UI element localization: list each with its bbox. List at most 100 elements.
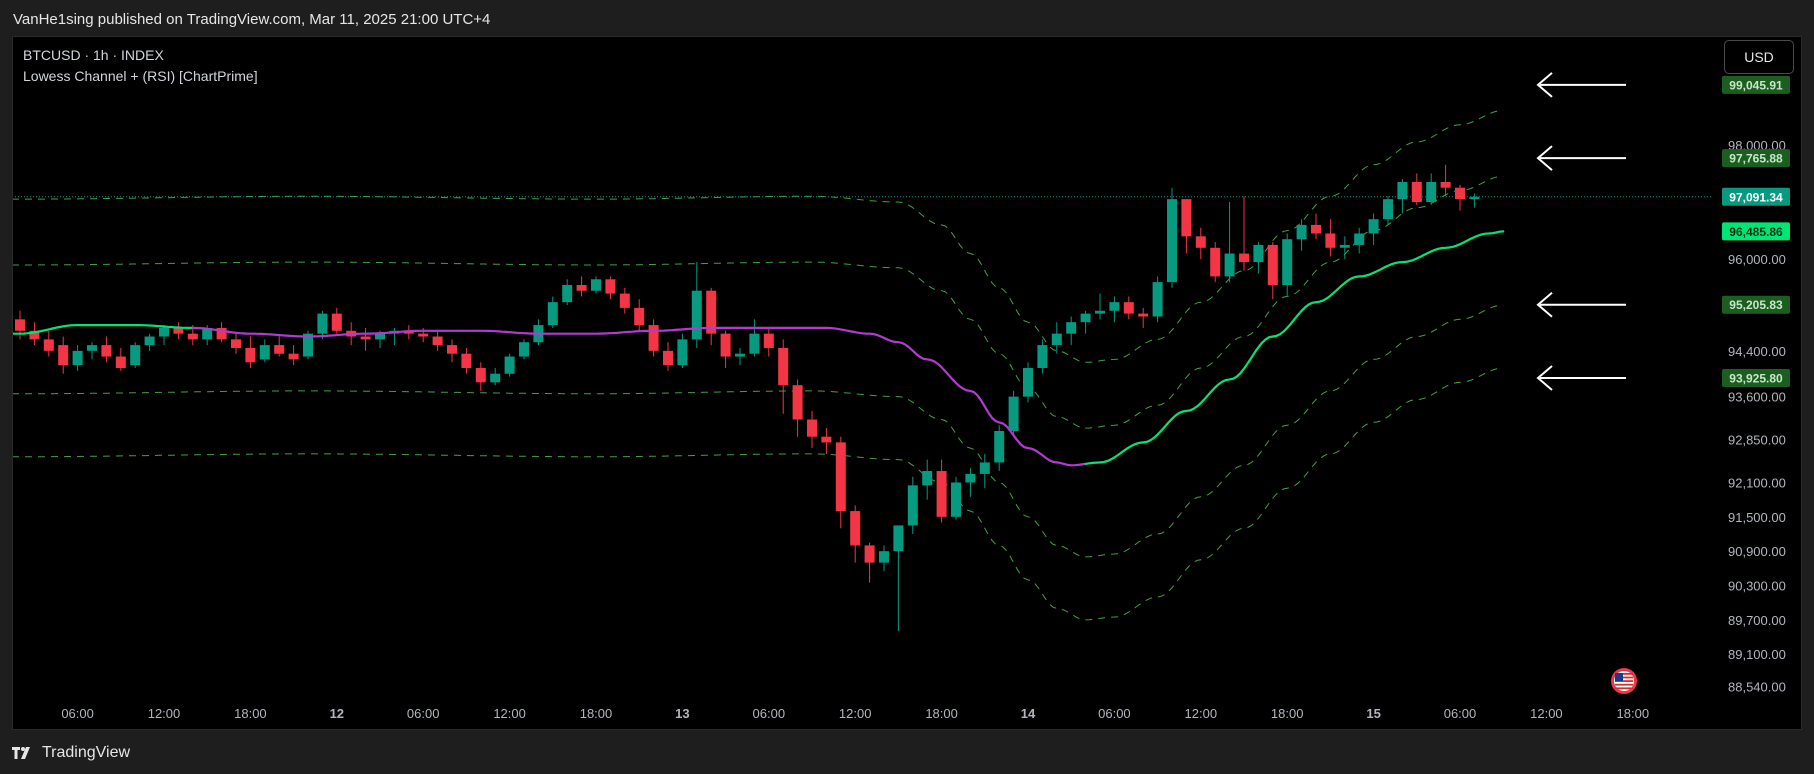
indicator-title[interactable]: Lowess Channel + (RSI) [ChartPrime]: [23, 68, 258, 84]
candle-body: [893, 525, 904, 552]
price-axis-label: 89,700.00: [1728, 613, 1786, 628]
candle-body: [749, 333, 760, 354]
candle-body: [864, 545, 875, 563]
candle-body: [331, 313, 342, 331]
candle-body: [951, 482, 961, 517]
price-axis-label: 88,540.00: [1728, 679, 1786, 694]
publisher-credit: VanHe1sing published on TradingView.com,…: [13, 11, 491, 28]
candle-body: [1152, 282, 1163, 317]
candle-body: [1311, 224, 1321, 234]
time-axis-label: 06:00: [1444, 706, 1477, 721]
candle-body: [720, 333, 731, 357]
candle-body: [691, 290, 702, 340]
candle-body: [490, 373, 501, 383]
candle-body: [922, 471, 933, 486]
time-axis-label: 06:00: [1098, 706, 1131, 721]
footer: TradingView: [0, 730, 1814, 774]
candle-body: [317, 313, 328, 334]
arrow-head: [1536, 145, 1553, 171]
candle-body: [1066, 322, 1077, 334]
candle-body: [1397, 181, 1408, 200]
candle-body: [778, 347, 789, 386]
lowess-band-line-2: [13, 175, 1504, 429]
candle-body: [1080, 313, 1091, 323]
candle-body: [994, 430, 1005, 463]
price-axis-label: 94,400.00: [1728, 344, 1786, 359]
price-badge: 97,765.88: [1722, 149, 1790, 168]
arrow-left-icon: [1536, 145, 1626, 171]
time-axis-label: 12: [330, 706, 344, 721]
time-axis-label: 14: [1021, 706, 1036, 721]
candle-body: [1181, 199, 1192, 237]
flag-stripe: [1615, 680, 1633, 682]
price-badge: 97,091.34: [1722, 187, 1790, 206]
candle-body: [144, 336, 155, 346]
candle-body: [1296, 224, 1307, 240]
time-axis-label: 06:00: [407, 706, 440, 721]
candle-body: [187, 333, 198, 340]
time-axis-label: 12:00: [148, 706, 181, 721]
price-axis-label: 90,900.00: [1728, 544, 1786, 559]
tradingview-logo-icon: [12, 747, 30, 759]
candle-body: [432, 336, 443, 346]
candle-body: [1253, 244, 1264, 263]
time-axis-label: 18:00: [925, 706, 958, 721]
candle-body: [576, 285, 587, 291]
lowess-line-up: [1084, 230, 1505, 465]
price-badge-bg: [1722, 295, 1790, 314]
chart-legend: BTCUSD · 1h · INDEX Lowess Channel + (RS…: [23, 45, 258, 87]
candle-body: [360, 336, 371, 340]
price-badge: 96,485.86: [1722, 222, 1790, 241]
chart-pane[interactable]: [12, 36, 1802, 730]
candle-body: [1008, 396, 1019, 431]
lowess-band-line-4: [13, 367, 1504, 621]
flag-canton: [1615, 673, 1623, 681]
candle-body: [259, 345, 270, 360]
candle-body: [173, 327, 184, 334]
tradingview-brand: TradingView: [42, 744, 131, 761]
tradingview-logo[interactable]: TradingView: [12, 744, 130, 762]
candle-body: [1354, 233, 1365, 245]
candle-body: [519, 342, 529, 357]
candle-body: [619, 293, 630, 308]
candle-body: [15, 319, 25, 331]
candle-body: [792, 385, 803, 420]
candle-body: [115, 356, 126, 368]
time-axis-label: 12:00: [1185, 706, 1218, 721]
candle-body: [130, 345, 141, 366]
arrow-left-icon: [1536, 291, 1626, 318]
candle-body: [72, 350, 83, 366]
arrow-head: [1536, 365, 1553, 391]
price-badge: 95,205.83: [1722, 295, 1790, 314]
arrow-head: [1536, 72, 1553, 98]
time-axis-label: 06:00: [753, 706, 786, 721]
candle-body: [907, 485, 918, 526]
price-axis-label: 89,100.00: [1728, 647, 1786, 662]
time-axis-label: 18:00: [1271, 706, 1304, 721]
candle-body: [288, 353, 299, 360]
symbol-info[interactable]: BTCUSD · 1h · INDEX: [23, 47, 164, 63]
arrow-left-icon: [1536, 365, 1626, 391]
candle-body: [1368, 219, 1379, 234]
price-badge-label: 97,765.88: [1729, 152, 1783, 166]
time-axis-label: 12:00: [839, 706, 872, 721]
price-badge: 99,045.91: [1722, 75, 1790, 94]
candle-body: [879, 551, 889, 563]
candle-body: [1224, 253, 1235, 277]
currency-button[interactable]: USD: [1724, 40, 1794, 74]
time-axis-label: 18:00: [234, 706, 267, 721]
candle-body: [1037, 345, 1048, 368]
price-badge-label: 93,925.80: [1729, 371, 1783, 385]
price-axis-label: 92,850.00: [1728, 433, 1786, 448]
candle-body: [835, 442, 846, 512]
candle-body: [605, 279, 616, 294]
price-axis-label: 92,100.00: [1728, 475, 1786, 490]
candle-body: [735, 353, 745, 357]
arrow-head: [1536, 291, 1553, 318]
candle-body: [850, 511, 861, 546]
candle-body: [1267, 244, 1278, 285]
candle-body: [706, 290, 717, 334]
candle-body: [245, 347, 256, 363]
price-badge-bg: [1722, 149, 1790, 168]
